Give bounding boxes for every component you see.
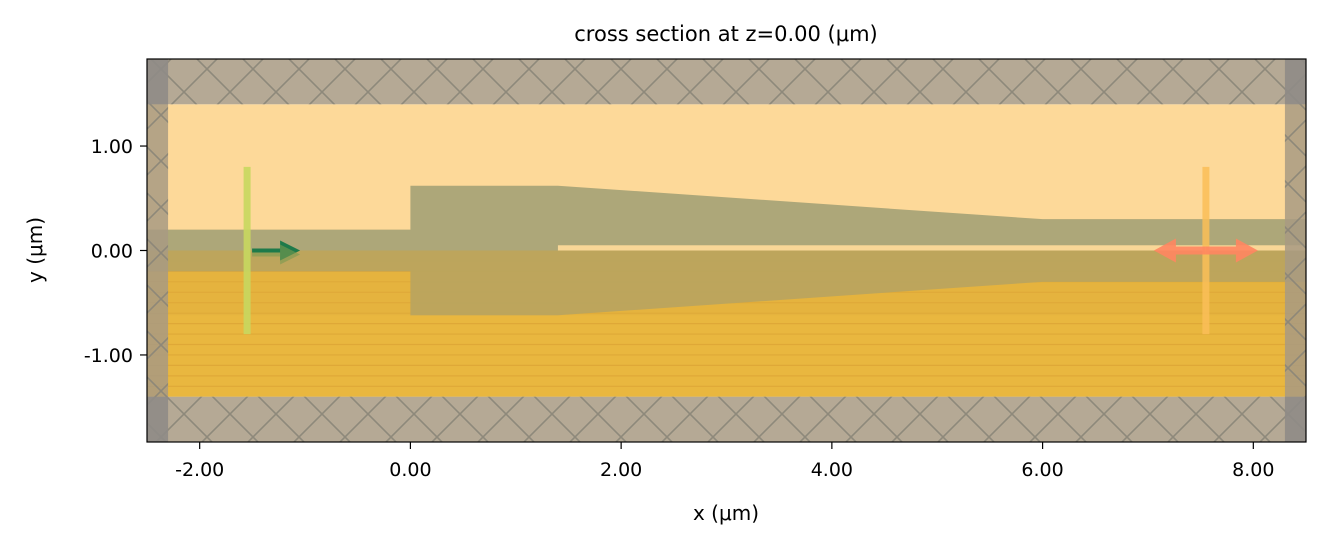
x-tick-label: 0.00	[389, 459, 431, 481]
substrate-stripes	[147, 260, 1306, 387]
monitor-arrow-left	[1153, 238, 1206, 263]
source-arrow-shadow	[252, 244, 301, 265]
x-tick-label: 6.00	[1021, 459, 1063, 481]
pml-corner	[1284, 59, 1306, 105]
x-tick-label: 8.00	[1232, 459, 1274, 481]
chart-title: cross section at z=0.00 (μm)	[574, 22, 877, 46]
pml-bottom-region-hatch	[147, 396, 1306, 442]
y-tick-label: 0.00	[91, 241, 133, 263]
pml-left-region-hatch	[147, 59, 169, 442]
pml-corner	[1284, 396, 1306, 442]
x-axis-ticks: -2.00 0.00 2.00 4.00 6.00 8.00	[175, 442, 1274, 481]
y-axis-label: y (μm)	[23, 217, 47, 283]
pml-corner	[147, 396, 169, 442]
x-tick-label: 4.00	[811, 459, 853, 481]
pml-corner	[147, 59, 169, 105]
y-axis-ticks: -1.00 0.00 1.00	[84, 136, 147, 367]
y-tick-label: 1.00	[91, 136, 133, 158]
monitor-arrow-right	[1205, 238, 1258, 263]
x-axis-label: x (μm)	[693, 501, 759, 525]
waveguide-slot	[557, 245, 1306, 251]
pml-top-region-hatch	[147, 59, 1306, 105]
y-tick-label: -1.00	[84, 345, 133, 367]
waveguide-lower-tint	[147, 250, 1306, 316]
pml-right-region-hatch	[1284, 59, 1306, 442]
x-tick-label: 2.00	[600, 459, 642, 481]
x-tick-label: -2.00	[175, 459, 224, 481]
plot-area	[147, 59, 1306, 442]
